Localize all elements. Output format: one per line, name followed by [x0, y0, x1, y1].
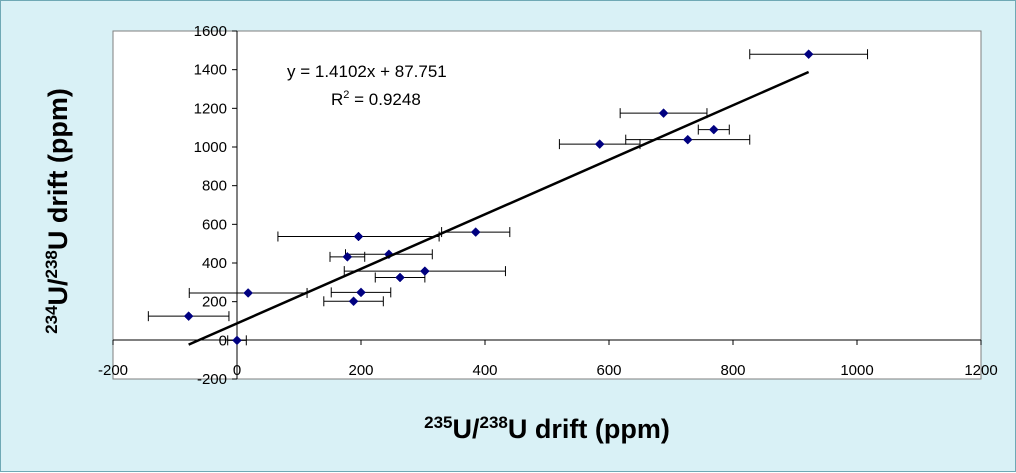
data-point-marker [342, 251, 353, 262]
trendline-equation: y = 1.4102x + 87.751 [287, 62, 447, 81]
x-tick-label: 1000 [840, 362, 873, 379]
x-title-post: U drift (ppm) [508, 414, 670, 444]
x-tick-label: 0 [233, 362, 241, 379]
x-tick-label: 1200 [964, 362, 997, 379]
y-tick-label: 1200 [194, 100, 227, 117]
r2-value: = 0.9248 [349, 90, 420, 109]
data-point-marker [348, 296, 359, 307]
x-tick-label: 800 [720, 362, 745, 379]
trendline [188, 70, 810, 346]
y-tick-label: 400 [202, 255, 227, 272]
x-tick-label: 400 [472, 362, 497, 379]
data-point-marker [803, 49, 814, 60]
data-point-marker [395, 272, 405, 283]
y-tick-label: 800 [202, 178, 227, 195]
y-tick-label: 1600 [194, 23, 227, 40]
data-point-marker [356, 287, 366, 298]
r2-superscript: 2 [343, 89, 349, 101]
y-title-sup2: 238 [42, 250, 61, 278]
data-point-marker [594, 139, 605, 149]
r-squared-label: R2 = 0.9248 [331, 89, 421, 109]
data-point-marker [183, 311, 194, 322]
y-title-sup1: 234 [42, 305, 61, 334]
y-tick-label: 1400 [194, 62, 227, 79]
data-point-marker [243, 288, 254, 298]
y-tick-label: 1000 [194, 139, 227, 156]
y-tick-label: 600 [202, 216, 227, 233]
x-title-sup2: 238 [480, 413, 508, 432]
data-point-marker [420, 266, 430, 276]
x-tick-label: -200 [98, 362, 128, 379]
data-point-marker [232, 335, 242, 346]
y-tick-label: 0 [219, 332, 227, 349]
data-point-marker [353, 231, 364, 242]
axes: -200 0 200 400 600 800 1000 1200 -200 0 200 400 600 8… [98, 23, 998, 388]
y-tick-label: 200 [202, 294, 227, 311]
plot-area [112, 30, 982, 380]
trendline-group [188, 70, 810, 346]
y-title-post: U drift (ppm) [43, 88, 73, 250]
data-point-marker [682, 134, 693, 145]
x-tick-label: 600 [596, 362, 621, 379]
x-title-mid: U/ [453, 414, 480, 444]
data-markers [183, 49, 814, 346]
data-point-marker [708, 124, 719, 135]
x-title-sup1: 235 [424, 413, 452, 432]
y-title-mid: U/ [43, 278, 73, 305]
y-axis-title: 234U/238U drift (ppm) [42, 88, 73, 334]
r2-letter: R [331, 90, 343, 109]
data-point-marker [658, 108, 669, 119]
x-axis-title: 235U/238U drift (ppm) [424, 413, 670, 444]
y-tick-label: -200 [197, 371, 227, 388]
x-tick-label: 200 [348, 362, 373, 379]
data-point-marker [470, 227, 481, 237]
